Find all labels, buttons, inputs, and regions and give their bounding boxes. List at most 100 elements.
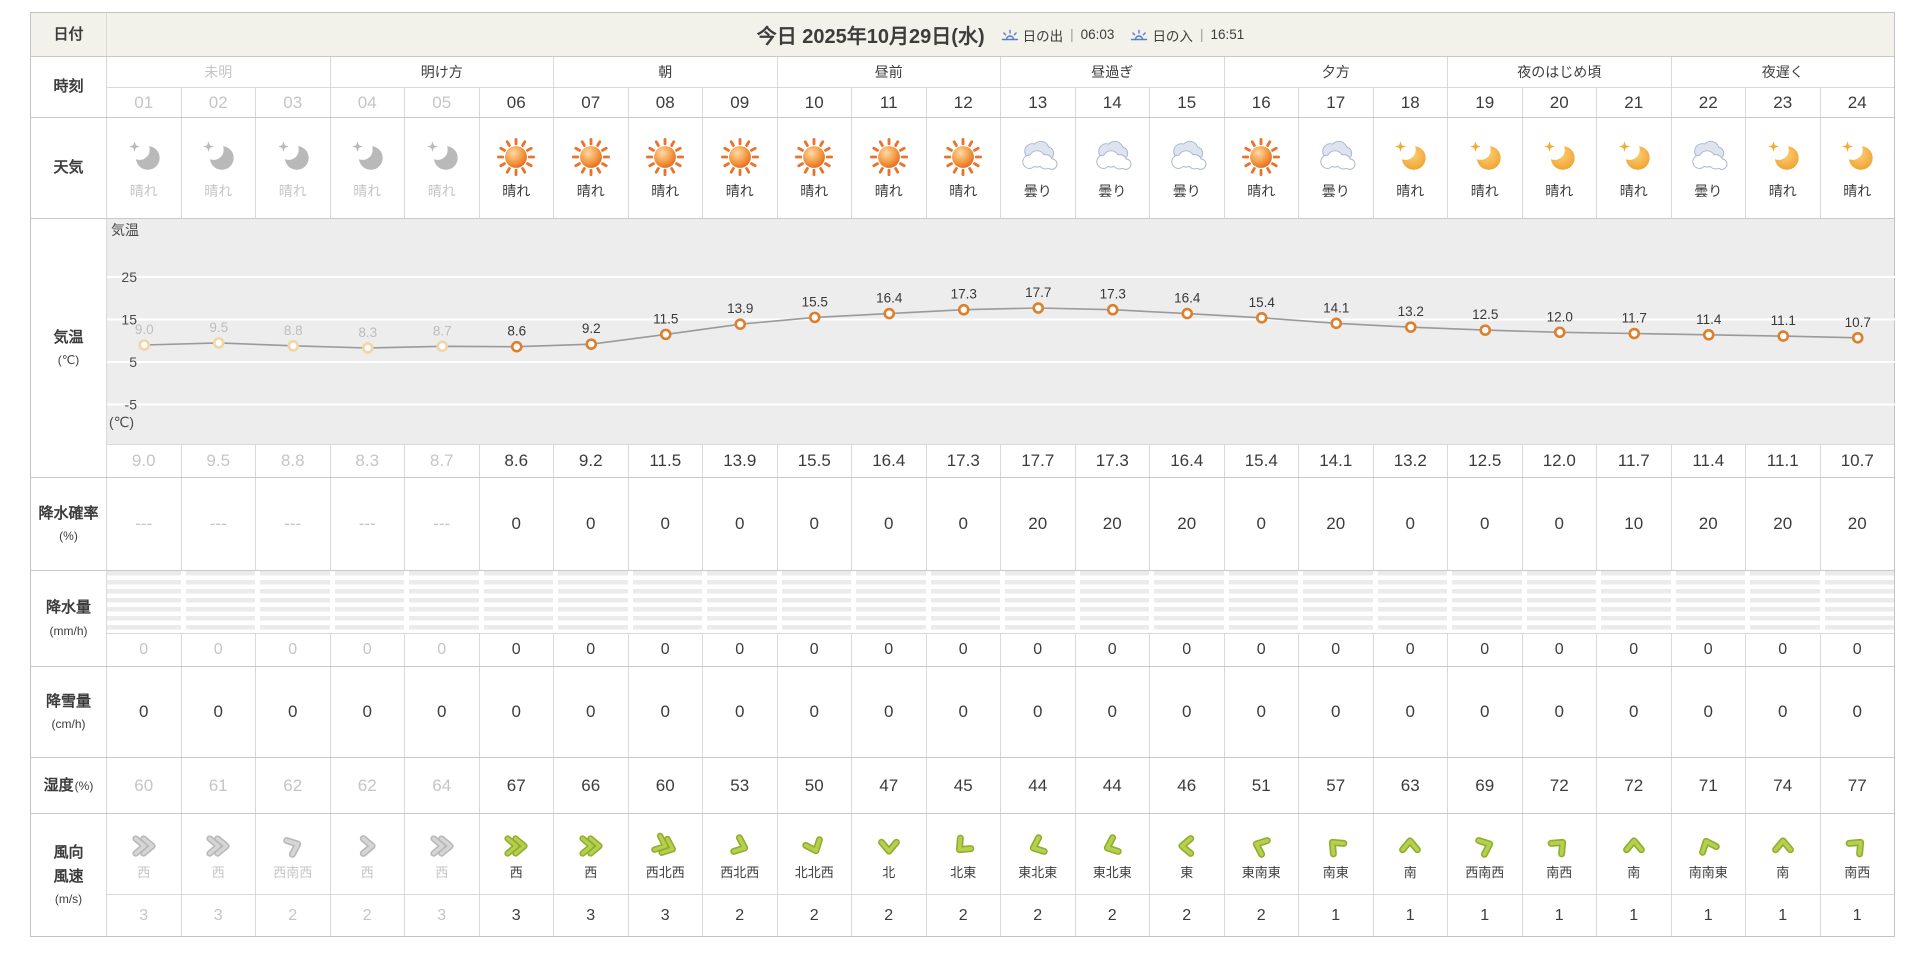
wind-direction-cell: 西 [106,814,181,894]
rain-bar-cell [1223,571,1298,633]
wind-direction-cell: 西北西 [702,814,777,894]
weather-cell: 曇り [1670,118,1746,218]
wind-direction-cell: 東 [1149,814,1224,894]
wind-direction-text: 東北東 [1018,865,1058,880]
snow-value: 0 [627,667,703,757]
svg-text:8.6: 8.6 [507,324,526,339]
wind-arrow-icon [205,833,231,859]
sun-icon [868,138,910,176]
weather-text: 晴れ [651,182,680,199]
weather-cell: 晴れ [553,118,628,218]
wind-speed-value: 2 [255,894,330,936]
rain-value: 0 [1745,633,1820,666]
weather-cell: 曇り [1000,118,1075,218]
humidity-value: 44 [1000,758,1075,813]
wind-direction-cell: 南 [1372,814,1448,894]
moon-icon [123,138,165,176]
sun-icon [644,138,686,176]
svg-text:25: 25 [121,269,137,285]
rain-bar-cell [1298,571,1373,633]
hour-label: 09 [702,87,777,117]
temp-value: 8.6 [478,444,553,477]
weather-text: 晴れ [502,182,531,199]
wind-speed-value: 1 [1447,894,1522,936]
humidity-value: 74 [1745,758,1820,813]
rain-value: 0 [255,633,330,666]
snow-value: 0 [1074,667,1150,757]
cloud-icon [1166,138,1208,176]
wind-direction-text: 南西 [1844,865,1871,880]
svg-text:17.3: 17.3 [1100,287,1126,302]
snow-value: 0 [553,667,628,757]
wind-direction-cell: 西南西 [255,814,330,894]
moon-icon [1464,138,1506,176]
svg-text:11.4: 11.4 [1696,312,1722,327]
svg-text:11.7: 11.7 [1622,311,1647,326]
rain-bar-cell [1074,571,1149,633]
svg-text:14.1: 14.1 [1323,300,1349,315]
weather-cell: 晴れ [106,118,181,218]
snow-value: 0 [1223,667,1299,757]
weather-text: 曇り [1098,182,1127,199]
svg-text:15.5: 15.5 [802,294,828,309]
humidity-value: 64 [404,758,479,813]
pop-value: 20 [1819,478,1895,570]
time-period: 昼前 [776,57,1001,87]
moon-icon [272,138,314,176]
rain-value: 0 [180,633,255,666]
wind-speed-value: 1 [1670,894,1745,936]
pop-value: 20 [1074,478,1150,570]
rain-value: 0 [1223,633,1298,666]
moon-icon [1762,138,1804,176]
weather-cell: 晴れ [404,118,479,218]
moon-icon [346,138,388,176]
rain-value: 0 [1074,633,1149,666]
pop-value: 0 [627,478,703,570]
sunrise-info: 日の出 | 06:03 [1001,25,1115,45]
date-title-cell: 今日 2025年10月29日(水) 日の出 | 06:03 日の入 | 16:51 [106,13,1894,56]
wind-direction-text: 南南東 [1688,865,1728,880]
wind-direction-cell: 南 [1596,814,1671,894]
temp-value: 9.2 [553,444,628,477]
sunrise-time: 06:03 [1080,27,1115,42]
wind-speed-value: 2 [1074,894,1149,936]
weather-text: 晴れ [1396,182,1425,199]
weather-text: 晴れ [576,182,605,199]
temp-value: 12.5 [1447,444,1522,477]
wind-direction-cell: 西 [553,814,628,894]
svg-text:8.8: 8.8 [284,323,303,338]
hour-label: 11 [851,87,926,117]
wind-direction-cell: 南西 [1819,814,1895,894]
humidity-value: 61 [180,758,256,813]
humidity-value: 47 [851,758,926,813]
sun-icon [495,138,537,176]
wind-speed-value: 2 [702,894,777,936]
rain-value: 0 [1819,633,1894,666]
sun-icon [570,138,612,176]
wind-speed-value: 2 [851,894,926,936]
wind-direction-cell: 北北西 [776,814,852,894]
rain-value: 0 [776,633,851,666]
rain-value: 0 [1670,633,1745,666]
rain-value: 0 [106,633,181,666]
rain-value: 0 [1596,633,1671,666]
svg-text:17.3: 17.3 [951,287,977,302]
temperature-chart: 25 15 5 -5 気温 (℃) 9.0 9.5 8.8 8.3 8.7 8.6 9.2 11.5 13.… [107,222,1895,430]
pop-value: --- [255,478,330,570]
wind-direction-text: 南西 [1546,865,1573,880]
wind-direction-text: 南東 [1322,865,1349,880]
wind-direction-cell: 東南東 [1223,814,1299,894]
rain-row-label: 降水量 (mm/h) [45,599,91,638]
hour-label: 01 [106,87,181,117]
temp-value: 11.1 [1745,444,1820,477]
rain-bar-cell [702,571,777,633]
wind-arrow-icon [945,828,982,865]
snow-value: 0 [1596,667,1671,757]
weather-cell: 晴れ [1447,118,1522,218]
svg-text:12.5: 12.5 [1472,307,1498,322]
weather-cell: 晴れ [851,118,926,218]
humidity-value: 60 [627,758,703,813]
moon-icon [1836,138,1878,176]
hour-label: 24 [1819,87,1894,117]
weather-cell: 晴れ [627,118,703,218]
